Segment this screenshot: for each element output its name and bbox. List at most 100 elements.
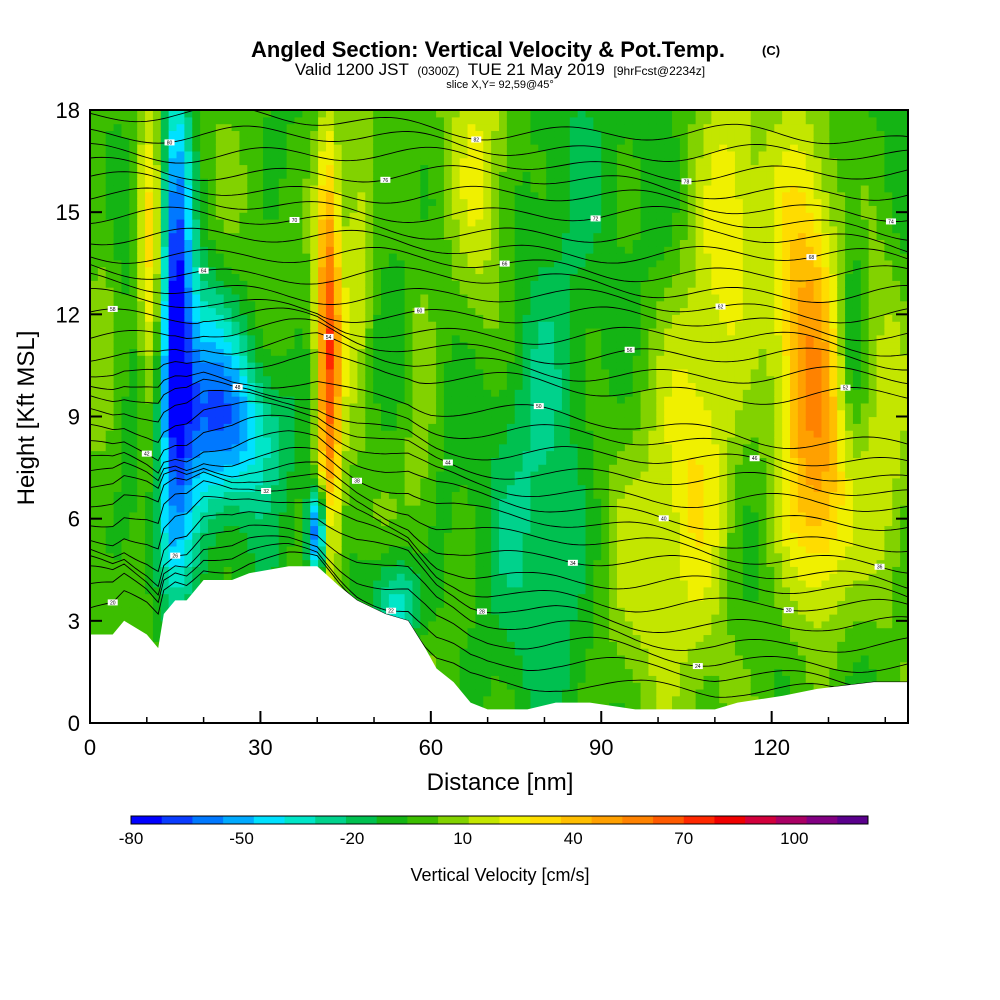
velocity-cell <box>255 246 264 254</box>
velocity-cell <box>263 164 272 172</box>
velocity-cell <box>475 314 484 322</box>
velocity-cell <box>475 661 484 670</box>
velocity-cell <box>483 198 492 206</box>
velocity-cell <box>483 368 492 377</box>
velocity-cell <box>365 443 374 452</box>
velocity-cell <box>145 362 154 370</box>
velocity-cell <box>137 239 146 247</box>
velocity-cell <box>428 341 437 349</box>
velocity-cell <box>483 668 492 676</box>
velocity-cell <box>160 334 170 343</box>
velocity-cell <box>152 573 162 581</box>
velocity-cell <box>475 130 484 138</box>
velocity-cell <box>129 579 138 588</box>
velocity-cell <box>420 205 429 213</box>
velocity-cell <box>420 327 429 336</box>
velocity-cell <box>137 110 146 118</box>
velocity-cell <box>105 137 115 145</box>
velocity-cell <box>168 491 178 499</box>
velocity-cell <box>247 225 256 234</box>
velocity-cell <box>160 505 170 513</box>
velocity-cell <box>325 518 335 527</box>
velocity-cell <box>215 511 225 520</box>
velocity-cell <box>145 573 154 581</box>
velocity-cell <box>467 688 477 697</box>
velocity-cell <box>160 579 170 588</box>
velocity-cell <box>412 566 421 574</box>
velocity-cell <box>247 218 256 227</box>
velocity-cell <box>97 150 107 159</box>
velocity-cell <box>200 348 209 356</box>
velocity-cell <box>428 178 437 186</box>
velocity-cell <box>365 586 374 595</box>
velocity-cell <box>247 443 256 452</box>
velocity-cell <box>184 498 193 506</box>
velocity-cell <box>121 123 130 132</box>
velocity-cell <box>514 157 524 166</box>
velocity-cell <box>90 614 99 622</box>
velocity-cell <box>396 184 406 193</box>
velocity-cell <box>145 566 154 574</box>
velocity-cell <box>443 498 453 506</box>
velocity-cell <box>388 402 398 411</box>
velocity-cell <box>506 396 516 404</box>
velocity-cell <box>168 362 178 370</box>
velocity-cell <box>412 116 421 125</box>
velocity-cell <box>522 668 532 676</box>
velocity-cell <box>459 150 469 159</box>
velocity-cell <box>200 293 209 302</box>
velocity-cell <box>294 232 303 241</box>
velocity-cell <box>97 321 107 329</box>
velocity-cell <box>310 300 319 309</box>
velocity-cell <box>223 566 233 574</box>
velocity-cell <box>192 409 201 418</box>
velocity-cell <box>483 293 492 302</box>
velocity-cell <box>145 491 154 499</box>
velocity-cell <box>451 116 461 125</box>
velocity-cell <box>467 620 477 629</box>
velocity-cell <box>176 171 185 179</box>
velocity-cell <box>294 491 303 499</box>
velocity-cell <box>160 586 170 595</box>
velocity-cell <box>239 321 248 329</box>
velocity-cell <box>514 293 524 302</box>
velocity-cell <box>215 280 225 288</box>
velocity-cell <box>176 450 185 458</box>
velocity-cell <box>176 259 185 268</box>
velocity-cell <box>499 321 508 329</box>
velocity-cell <box>396 362 406 370</box>
velocity-cell <box>200 314 209 322</box>
velocity-cell <box>483 566 492 574</box>
velocity-cell <box>404 123 414 132</box>
velocity-cell <box>475 164 484 172</box>
velocity-cell <box>231 130 241 138</box>
velocity-cell <box>459 402 469 411</box>
velocity-cell <box>278 368 288 377</box>
velocity-cell <box>97 511 107 520</box>
velocity-cell <box>145 137 154 145</box>
velocity-cell <box>215 464 225 472</box>
velocity-cell <box>145 607 154 615</box>
velocity-cell <box>333 239 343 247</box>
velocity-cell <box>459 436 469 445</box>
velocity-cell <box>310 484 319 493</box>
velocity-cell <box>302 116 311 125</box>
velocity-cell <box>475 545 484 554</box>
velocity-cell <box>160 144 170 152</box>
velocity-cell <box>90 314 99 322</box>
velocity-cell <box>388 212 398 220</box>
velocity-cell <box>475 246 484 254</box>
velocity-cell <box>129 620 138 629</box>
velocity-cell <box>491 232 500 241</box>
velocity-cell <box>404 607 414 615</box>
velocity-cell <box>506 375 516 384</box>
velocity-cell <box>459 137 469 145</box>
velocity-cell <box>491 539 500 547</box>
velocity-cell <box>145 266 154 275</box>
velocity-cell <box>152 232 162 241</box>
velocity-cell <box>522 641 532 649</box>
velocity-cell <box>137 164 146 172</box>
velocity-cell <box>207 355 217 363</box>
velocity-cell <box>97 266 107 275</box>
velocity-cell <box>396 266 406 275</box>
